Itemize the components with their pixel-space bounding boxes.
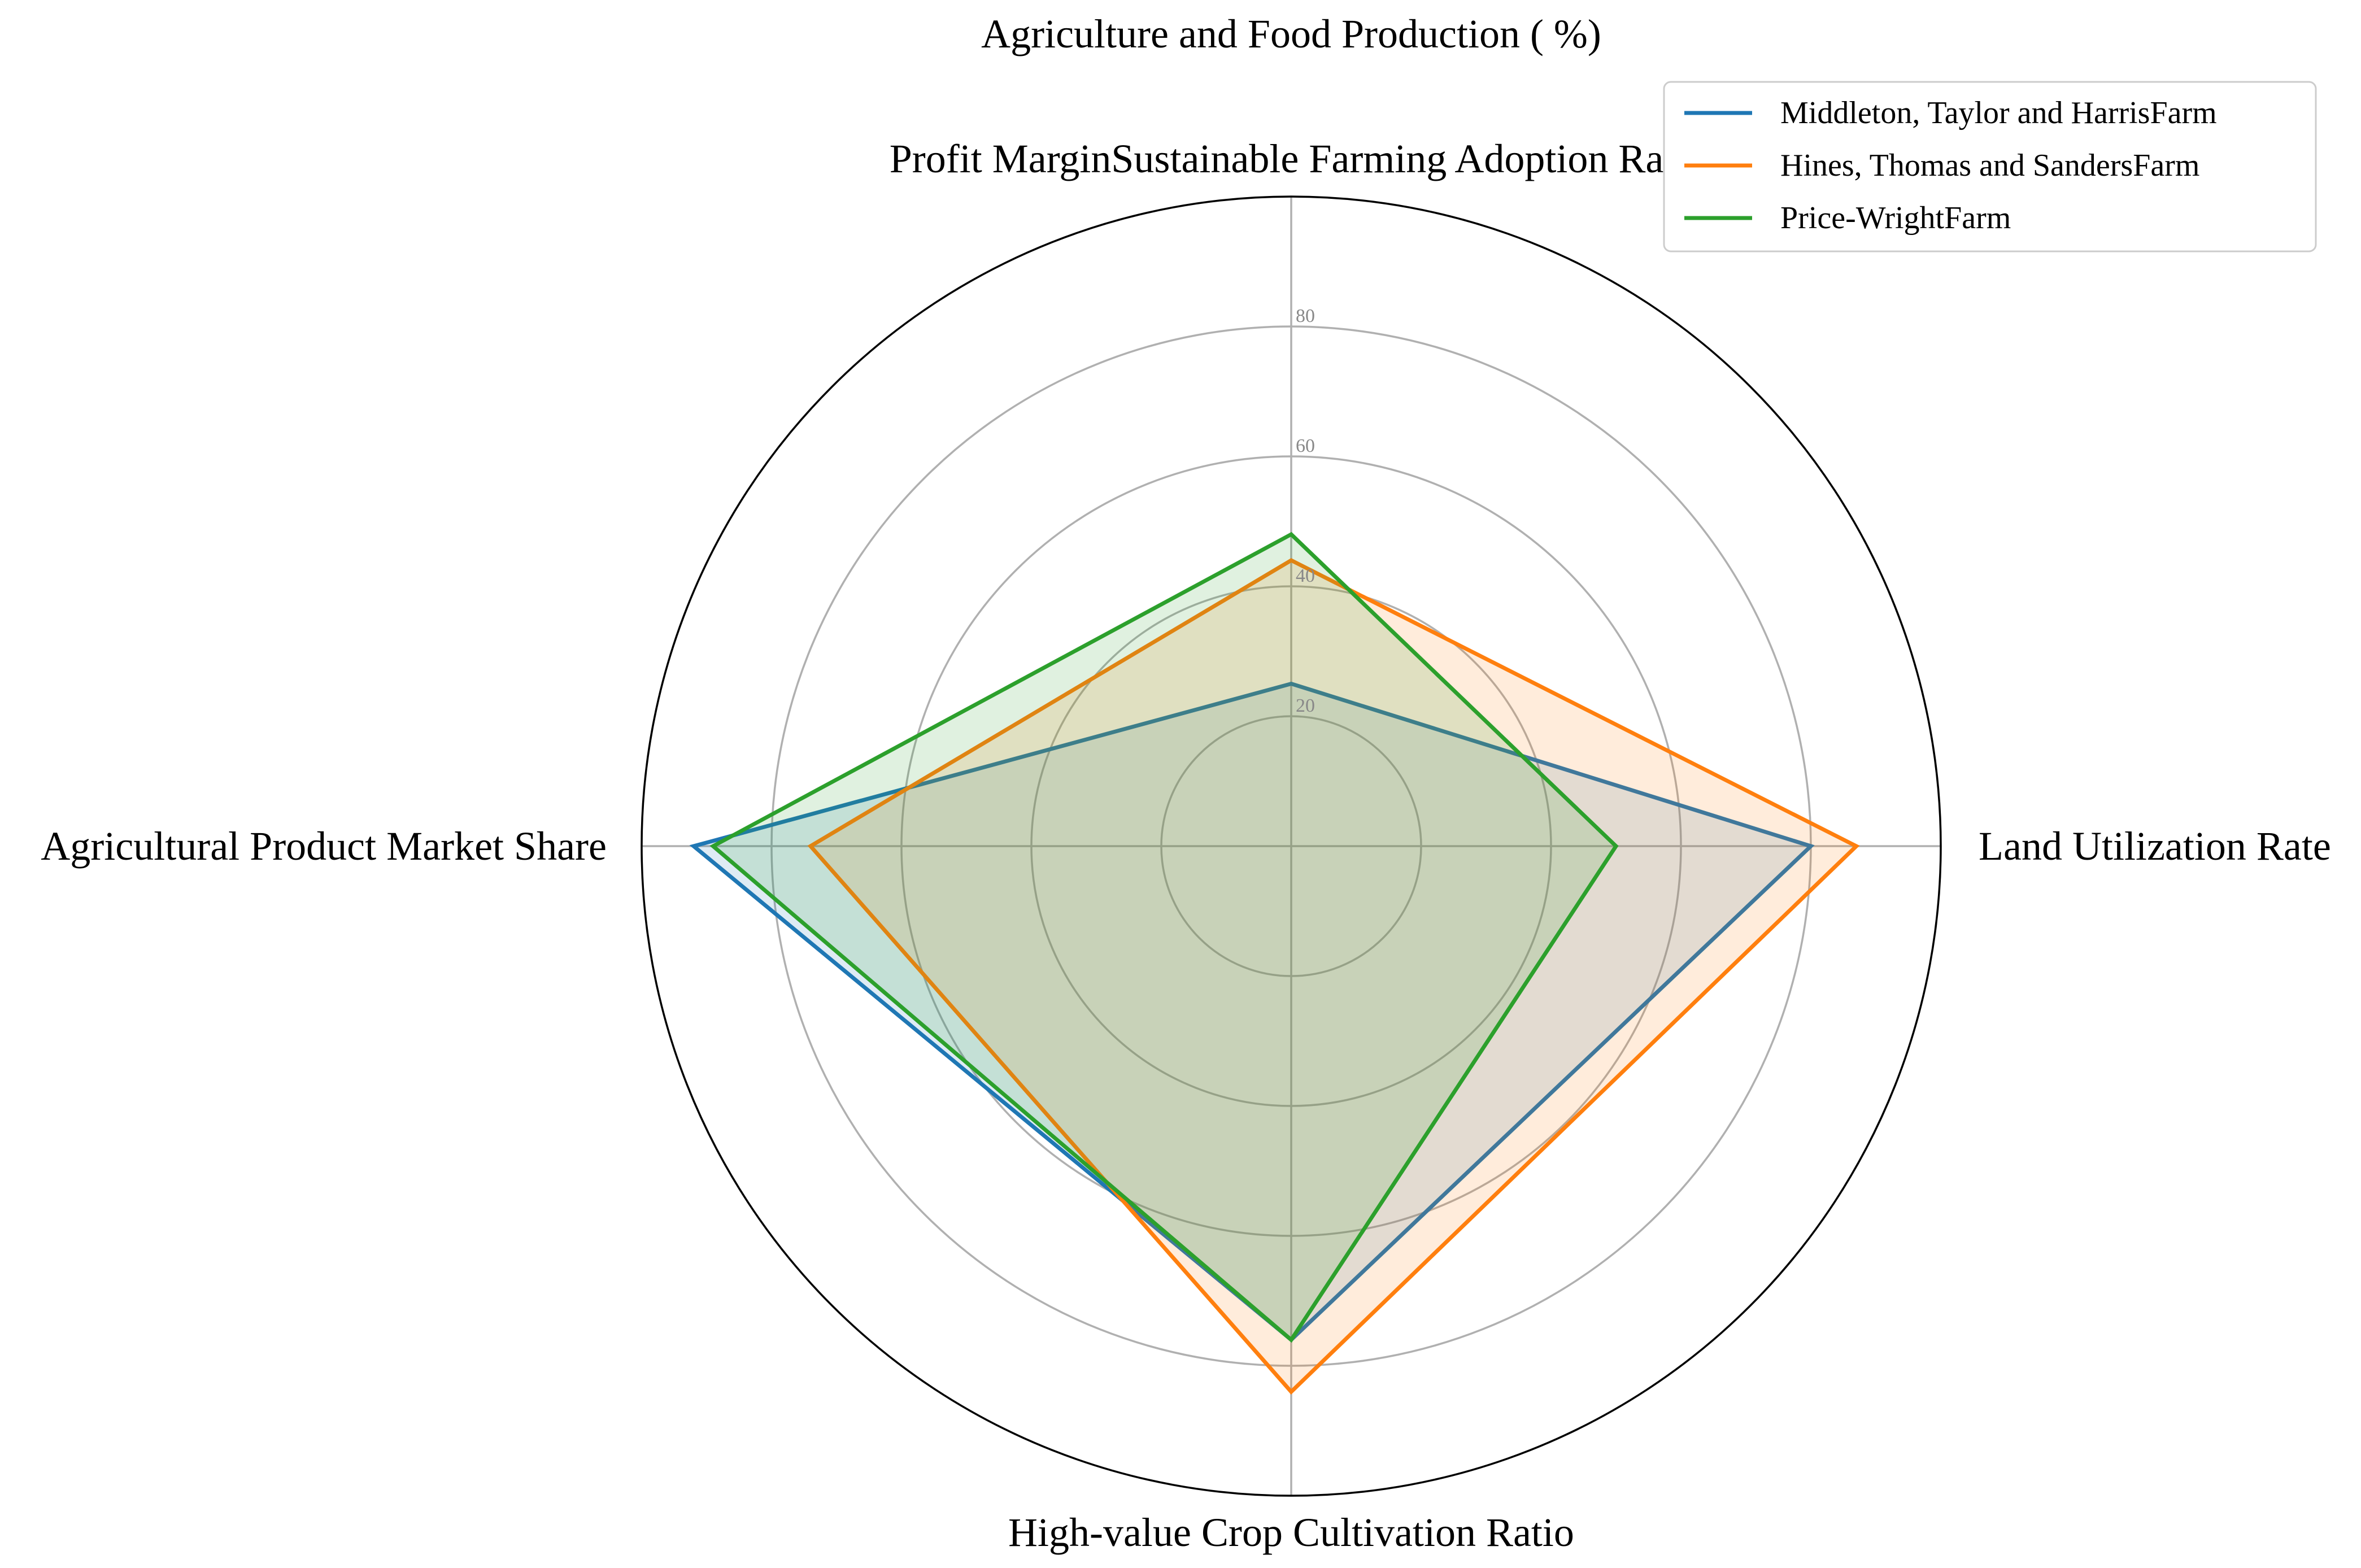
tick-layer: 20 40 60 80 bbox=[1296, 306, 1315, 716]
series-price-wrightfarm bbox=[709, 532, 1619, 1343]
chart-title: Agriculture and Food Production ( %) bbox=[981, 11, 1601, 56]
series-hines-thomas-and-sandersfarm bbox=[807, 558, 1860, 1395]
legend-label-price-wright: Price-WrightFarm bbox=[1780, 201, 2011, 236]
radial-tick-label: 60 bbox=[1296, 435, 1315, 456]
series-area bbox=[811, 560, 1857, 1392]
series-area bbox=[713, 534, 1616, 1340]
series-layer bbox=[689, 532, 1860, 1395]
legend-box bbox=[1663, 81, 2317, 252]
axis-label-agricultural-product-market-share: Agricultural Product Market Share bbox=[41, 824, 607, 869]
radial-tick-label: 20 bbox=[1296, 695, 1315, 716]
axis-label-profit-margin-sustainable-farming: Profit MarginSustainable Farming Adoptio… bbox=[890, 136, 1693, 181]
axis-label-high-value-crop-cultivation-ratio: High-value Crop Cultivation Ratio bbox=[1008, 1510, 1574, 1555]
axis-label-land-utilization-rate: Land Utilization Rate bbox=[1979, 824, 2331, 869]
legend: Middleton, Taylor and HarrisFarm Hines, … bbox=[1663, 81, 2317, 252]
legend-label-middleton-taylor-harris: Middleton, Taylor and HarrisFarm bbox=[1780, 95, 2217, 130]
series-line bbox=[807, 558, 1860, 1395]
labels-layer: Profit MarginSustainable Farming Adoptio… bbox=[41, 136, 2331, 1555]
series-area bbox=[694, 683, 1811, 1340]
series-line bbox=[709, 532, 1619, 1343]
outer-ring bbox=[641, 195, 1942, 1497]
radial-tick-label: 40 bbox=[1296, 565, 1315, 586]
radial-tick-label: 80 bbox=[1296, 306, 1315, 326]
legend-label-hines-thomas-sanders: Hines, Thomas and SandersFarm bbox=[1780, 148, 2199, 183]
